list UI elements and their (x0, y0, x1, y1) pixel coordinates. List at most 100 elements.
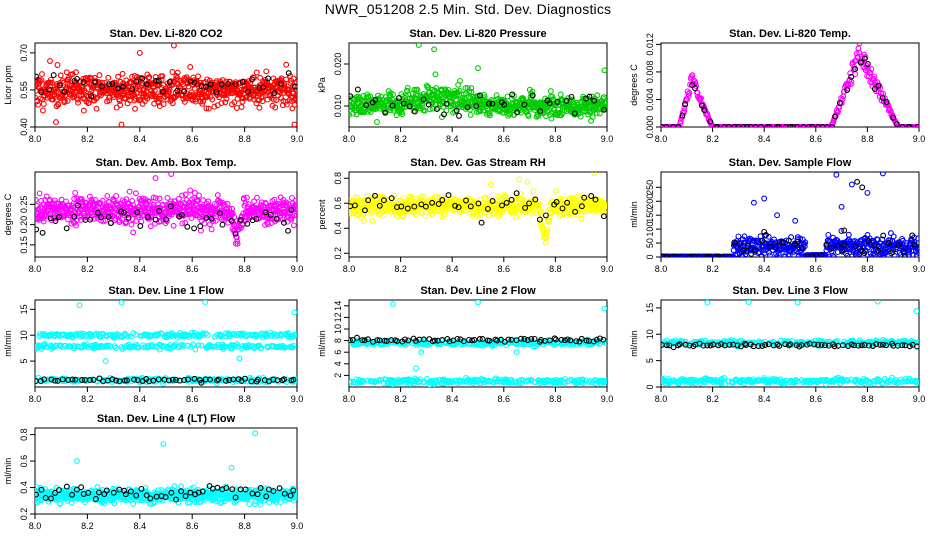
series-all (659, 171, 921, 259)
x-tick-label: 8.0 (655, 264, 668, 274)
y-tick-label: 0.004 (645, 88, 655, 111)
data-point (554, 189, 559, 194)
data-point (855, 179, 860, 184)
data-point (432, 47, 437, 52)
data-point (215, 193, 220, 198)
data-point (127, 189, 132, 194)
x-tick-label: 9.0 (913, 264, 926, 274)
data-point (579, 216, 584, 221)
y-tick-label: 0.010 (333, 95, 343, 118)
y-tick-label: 15 (19, 304, 29, 314)
data-point (370, 219, 375, 224)
y-tick-label: 100 (645, 222, 655, 237)
data-point (405, 85, 410, 90)
x-tick-label: 8.6 (498, 264, 511, 274)
data-point (525, 179, 530, 184)
data-point (595, 93, 600, 98)
x-tick-label: 9.0 (913, 134, 926, 144)
x-tick-label: 8.6 (810, 134, 823, 144)
x-tick-label: 8.2 (706, 134, 719, 144)
y-tick-label: 0.020 (333, 53, 343, 76)
data-point (433, 72, 438, 77)
x-tick-label: 8.0 (29, 394, 42, 404)
data-point (55, 63, 60, 68)
x-tick-label: 8.6 (498, 134, 511, 144)
x-tick-label: 8.4 (758, 134, 771, 144)
y-tick-label: 0.8 (333, 172, 343, 185)
data-point (77, 303, 82, 308)
data-point (170, 70, 175, 75)
x-tick-label: 9.0 (291, 134, 304, 144)
x-tick-label: 8.8 (861, 264, 874, 274)
data-point (37, 191, 42, 196)
y-axis-label: kPa (317, 77, 327, 93)
x-tick-label: 8.2 (394, 134, 407, 144)
y-tick-label: 0.40 (19, 118, 29, 136)
panel-title: Stan. Dev. Line 1 Flow (108, 285, 224, 297)
x-tick-label: 8.0 (343, 134, 356, 144)
y-axis-label: percent (317, 199, 327, 230)
x-tick-label: 8.2 (81, 264, 94, 274)
data-point (41, 102, 46, 107)
data-point (752, 200, 757, 205)
data-point (602, 68, 607, 73)
data-point (41, 219, 46, 224)
x-tick-label: 8.0 (29, 264, 42, 274)
y-tick-label: 0 (645, 254, 655, 259)
data-point (362, 219, 367, 224)
data-point (356, 87, 361, 92)
x-tick-label: 8.8 (238, 134, 251, 144)
data-point (41, 108, 46, 113)
x-tick-label: 8.2 (706, 264, 719, 274)
data-point (476, 66, 481, 71)
x-tick-label: 8.4 (446, 134, 459, 144)
y-tick-label: 5 (19, 359, 29, 364)
data-point (51, 73, 56, 78)
data-point (76, 100, 81, 105)
data-point (292, 310, 297, 315)
data-point (119, 300, 124, 305)
data-point (137, 51, 142, 56)
series-all (33, 172, 300, 247)
y-tick-label: 0.6 (333, 197, 343, 210)
x-tick-label: 8.6 (186, 134, 199, 144)
y-tick-label: 0.70 (19, 44, 29, 62)
data-point (793, 218, 798, 223)
data-point (775, 213, 780, 218)
y-tick-label: 0.20 (19, 216, 29, 234)
data-point (860, 185, 865, 190)
data-point (891, 234, 896, 239)
y-tick-label: 0.25 (19, 196, 29, 214)
data-point (839, 204, 844, 209)
data-point (119, 122, 124, 127)
x-tick-label: 9.0 (601, 134, 614, 144)
data-point (548, 89, 553, 94)
data-point (54, 120, 59, 125)
data-point (292, 122, 297, 127)
data-point (193, 347, 198, 352)
x-tick-label: 9.0 (601, 264, 614, 274)
x-tick-label: 8.8 (549, 134, 562, 144)
data-point (94, 106, 99, 111)
data-point (188, 65, 193, 70)
x-tick-label: 8.2 (81, 134, 94, 144)
x-tick-label: 8.8 (549, 264, 562, 274)
x-tick-label: 8.4 (134, 264, 147, 274)
data-point (517, 177, 522, 182)
data-point (286, 228, 291, 233)
data-point (479, 220, 484, 225)
x-tick-label: 8.4 (134, 394, 147, 404)
data-point (234, 106, 239, 111)
data-point (192, 226, 197, 231)
x-tick-label: 8.8 (238, 394, 251, 404)
x-tick-label: 9.0 (291, 394, 304, 404)
y-tick-label: 0.000 (645, 116, 655, 139)
data-point (129, 222, 134, 227)
data-point (40, 230, 45, 235)
x-tick-label: 8.6 (810, 264, 823, 274)
data-point (423, 214, 428, 219)
